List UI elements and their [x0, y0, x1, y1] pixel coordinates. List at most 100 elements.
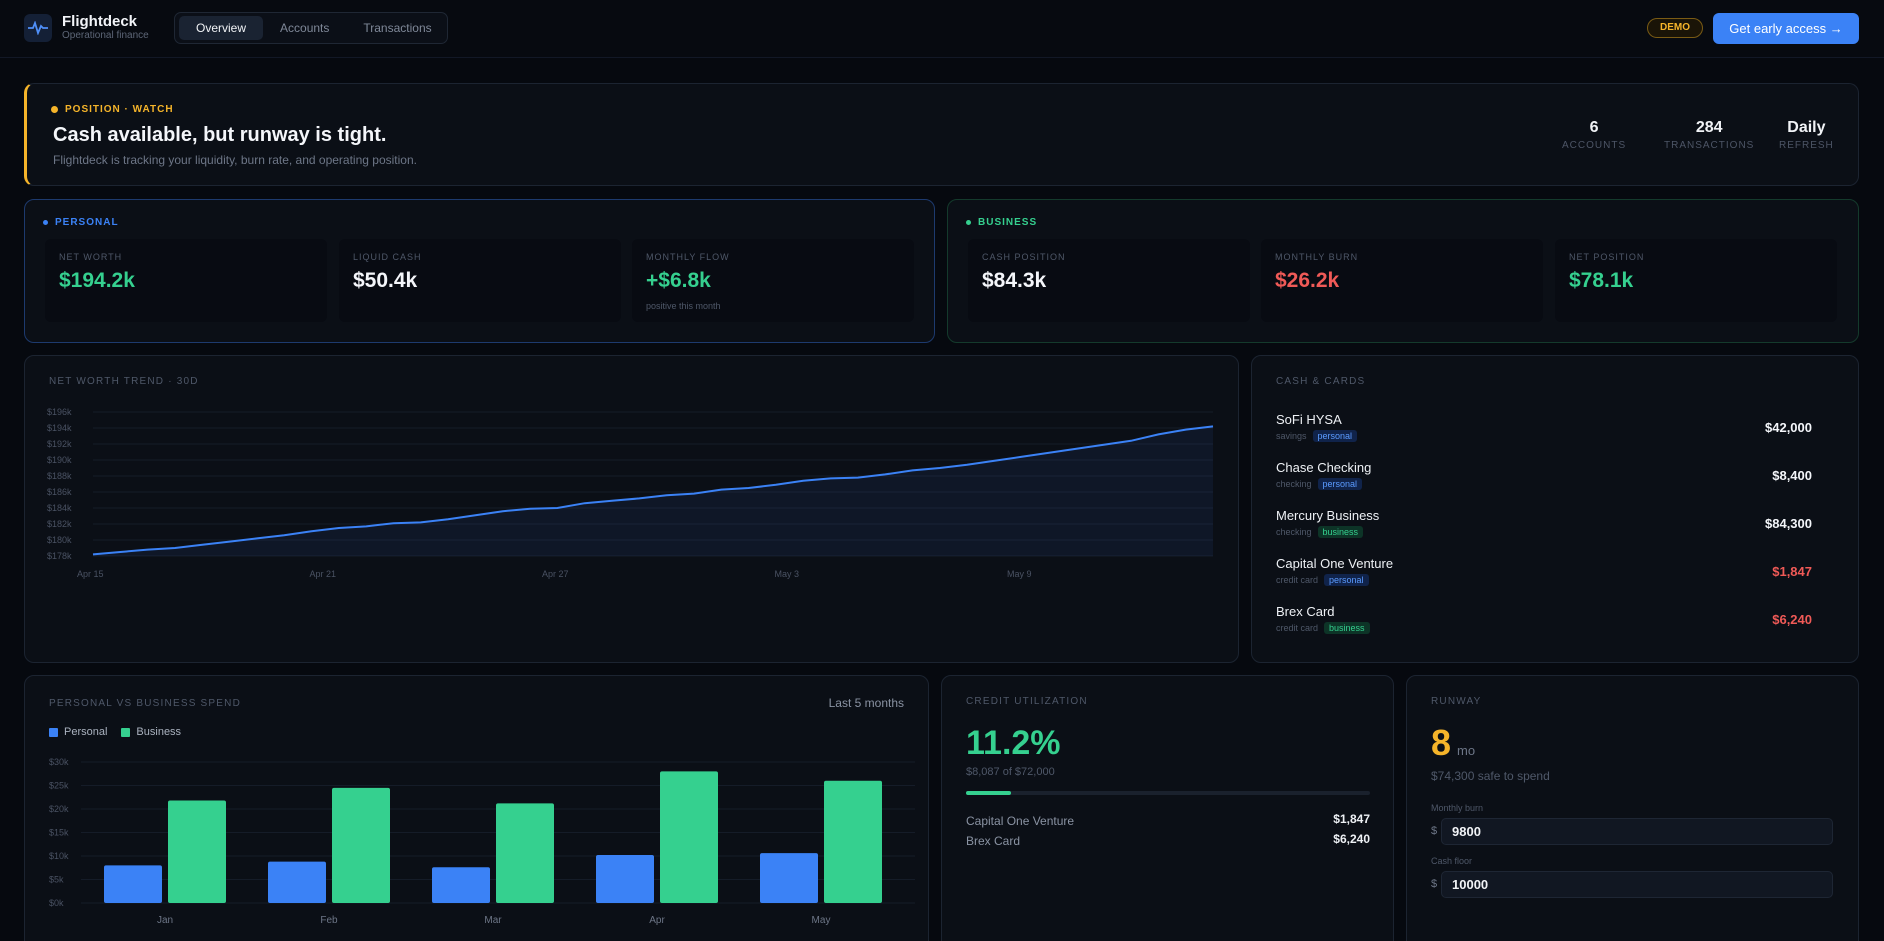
get-early-access-button[interactable]: Get early access →: [1713, 13, 1859, 44]
account-type: checking: [1276, 527, 1312, 537]
tile-value: $50.4k: [353, 269, 418, 292]
credit-card-name: Brex Card: [966, 834, 1021, 848]
y-tick-label: $178k: [47, 551, 72, 561]
tab-transactions[interactable]: Transactions: [363, 21, 432, 35]
bar-business[interactable]: [168, 800, 226, 903]
account-row[interactable]: Chase Checking checking personal $8,400: [1276, 460, 1836, 500]
tile-label: CASH POSITION: [982, 252, 1066, 262]
credit-progress-track: [966, 791, 1370, 795]
alert-tag: POSITION · WATCH: [51, 104, 174, 115]
account-meta: credit card business: [1276, 622, 1836, 634]
y-tick-label: $184k: [47, 503, 72, 513]
x-tick-label: Apr: [649, 915, 665, 926]
net-position-tile[interactable]: NET POSITION $78.1k: [1555, 239, 1837, 322]
credit-progress-fill: [966, 791, 1012, 795]
account-type: checking: [1276, 479, 1312, 489]
bar-personal[interactable]: [268, 861, 326, 903]
x-tick-label: May: [812, 915, 831, 926]
scope-badge: business: [1324, 622, 1370, 634]
y-tick-label: $188k: [47, 471, 72, 481]
y-tick-label: $5k: [49, 875, 64, 885]
credit-card-row: Brex Card $6,240: [966, 832, 1370, 850]
stat-accounts: 6 ACCOUNTS: [1562, 119, 1626, 151]
credit-utilization-panel: CREDIT UTILIZATION 11.2% $8,087 of $72,0…: [941, 675, 1394, 941]
tab-accounts[interactable]: Accounts: [280, 21, 330, 35]
alert-subtitle: Flightdeck is tracking your liquidity, b…: [53, 153, 417, 167]
stat-refresh: Daily REFRESH: [1779, 119, 1834, 151]
x-tick-label: May 3: [775, 569, 800, 579]
cash-position-tile[interactable]: CASH POSITION $84.3k: [968, 239, 1250, 322]
account-meta: credit card personal: [1276, 574, 1836, 586]
legend-swatch: [49, 727, 58, 737]
stat-label: ACCOUNTS: [1562, 140, 1627, 151]
scope-badge: personal: [1317, 478, 1363, 490]
personal-panel: PERSONAL NET WORTH $194.2k LIQUID CASH $…: [24, 199, 935, 343]
y-tick-label: $186k: [47, 487, 72, 497]
liquid-cash-tile[interactable]: LIQUID CASH $50.4k: [339, 239, 621, 322]
brand-subtitle: Operational finance: [62, 30, 149, 41]
cash-floor-input[interactable]: [1441, 871, 1833, 898]
y-tick-label: $194k: [47, 423, 72, 433]
credit-percent: 11.2%: [966, 724, 1061, 762]
stat-value: 284: [1695, 119, 1723, 136]
bar-personal[interactable]: [760, 853, 818, 903]
y-tick-label: $15k: [49, 828, 69, 838]
x-tick-label: Apr 27: [542, 569, 569, 579]
nav-tabs: Overview Accounts Transactions: [174, 12, 448, 44]
account-row[interactable]: Brex Card credit card business $6,240: [1276, 604, 1836, 644]
pulse-icon: [24, 14, 52, 42]
account-name: Chase Checking: [1276, 460, 1372, 475]
x-tick-label: Apr 21: [310, 569, 337, 579]
x-tick-label: Jan: [157, 915, 173, 926]
stat-label: TRANSACTIONS: [1664, 140, 1755, 151]
business-tag-label: BUSINESS: [978, 217, 1038, 228]
runway-panel: RUNWAY 8 mo $74,300 safe to spend Monthl…: [1406, 675, 1859, 941]
bar-personal[interactable]: [104, 865, 162, 903]
trend-area: [93, 426, 1213, 556]
alert-title: Cash available, but runway is tight.: [53, 124, 387, 146]
personal-dot-icon: [43, 220, 48, 225]
net-worth-trend-panel: NET WORTH TREND · 30D $178k $180k $182k $18…: [24, 355, 1239, 663]
legend-personal: Personal: [49, 726, 107, 738]
bar-personal[interactable]: [596, 855, 654, 903]
bar-business[interactable]: [824, 780, 882, 903]
y-tick-label: $25k: [49, 781, 69, 791]
account-row[interactable]: Capital One Venture credit card personal $1…: [1276, 556, 1836, 596]
net-worth-tile[interactable]: NET WORTH $194.2k: [45, 239, 327, 322]
account-row[interactable]: Mercury Business checking business $84,300: [1276, 508, 1836, 548]
credit-card-name: Capital One Venture: [966, 814, 1075, 828]
account-type: savings: [1276, 431, 1307, 441]
demo-badge: DEMO: [1647, 18, 1703, 38]
y-tick-label: $20k: [49, 804, 69, 814]
monthly-flow-tile[interactable]: MONTHLY FLOW +$6.8k positive this month: [632, 239, 914, 322]
monthly-burn-input[interactable]: [1441, 818, 1833, 845]
bar-business[interactable]: [660, 771, 718, 903]
tile-label: LIQUID CASH: [353, 252, 422, 262]
credit-label: CREDIT UTILIZATION: [966, 696, 1088, 707]
tab-overview[interactable]: Overview: [179, 16, 264, 40]
y-tick-label: $180k: [47, 535, 72, 545]
bar-business[interactable]: [496, 803, 554, 903]
brand[interactable]: Flightdeck Operational finance: [24, 14, 149, 42]
account-name: SoFi HYSA: [1276, 412, 1342, 427]
tile-value: $26.2k: [1275, 269, 1340, 292]
credit-card-row: Capital One Venture $1,847: [966, 812, 1370, 830]
y-tick-label: $192k: [47, 439, 72, 449]
tile-label: MONTHLY BURN: [1275, 252, 1359, 262]
monthly-burn-tile[interactable]: MONTHLY BURN $26.2k: [1261, 239, 1543, 322]
x-tick-label: Apr 15: [77, 569, 104, 579]
bar-personal[interactable]: [432, 867, 490, 903]
runway-safe-to-spend: $74,300 safe to spend: [1431, 769, 1550, 783]
y-tick-label: $0k: [49, 898, 64, 908]
account-type: credit card: [1276, 623, 1319, 633]
trend-label: NET WORTH TREND · 30D: [49, 376, 199, 387]
account-row[interactable]: SoFi HYSA savings personal $42,000: [1276, 412, 1836, 452]
y-tick-label: $182k: [47, 519, 72, 529]
bar-business[interactable]: [332, 787, 390, 903]
tile-label: MONTHLY FLOW: [646, 252, 730, 262]
account-name: Brex Card: [1276, 604, 1335, 619]
alert-tag-label: POSITION · WATCH: [65, 104, 174, 115]
stat-transactions: 284 TRANSACTIONS: [1664, 119, 1754, 151]
personal-tag: PERSONAL: [43, 217, 119, 228]
spend-range[interactable]: Last 5 months: [828, 696, 904, 710]
